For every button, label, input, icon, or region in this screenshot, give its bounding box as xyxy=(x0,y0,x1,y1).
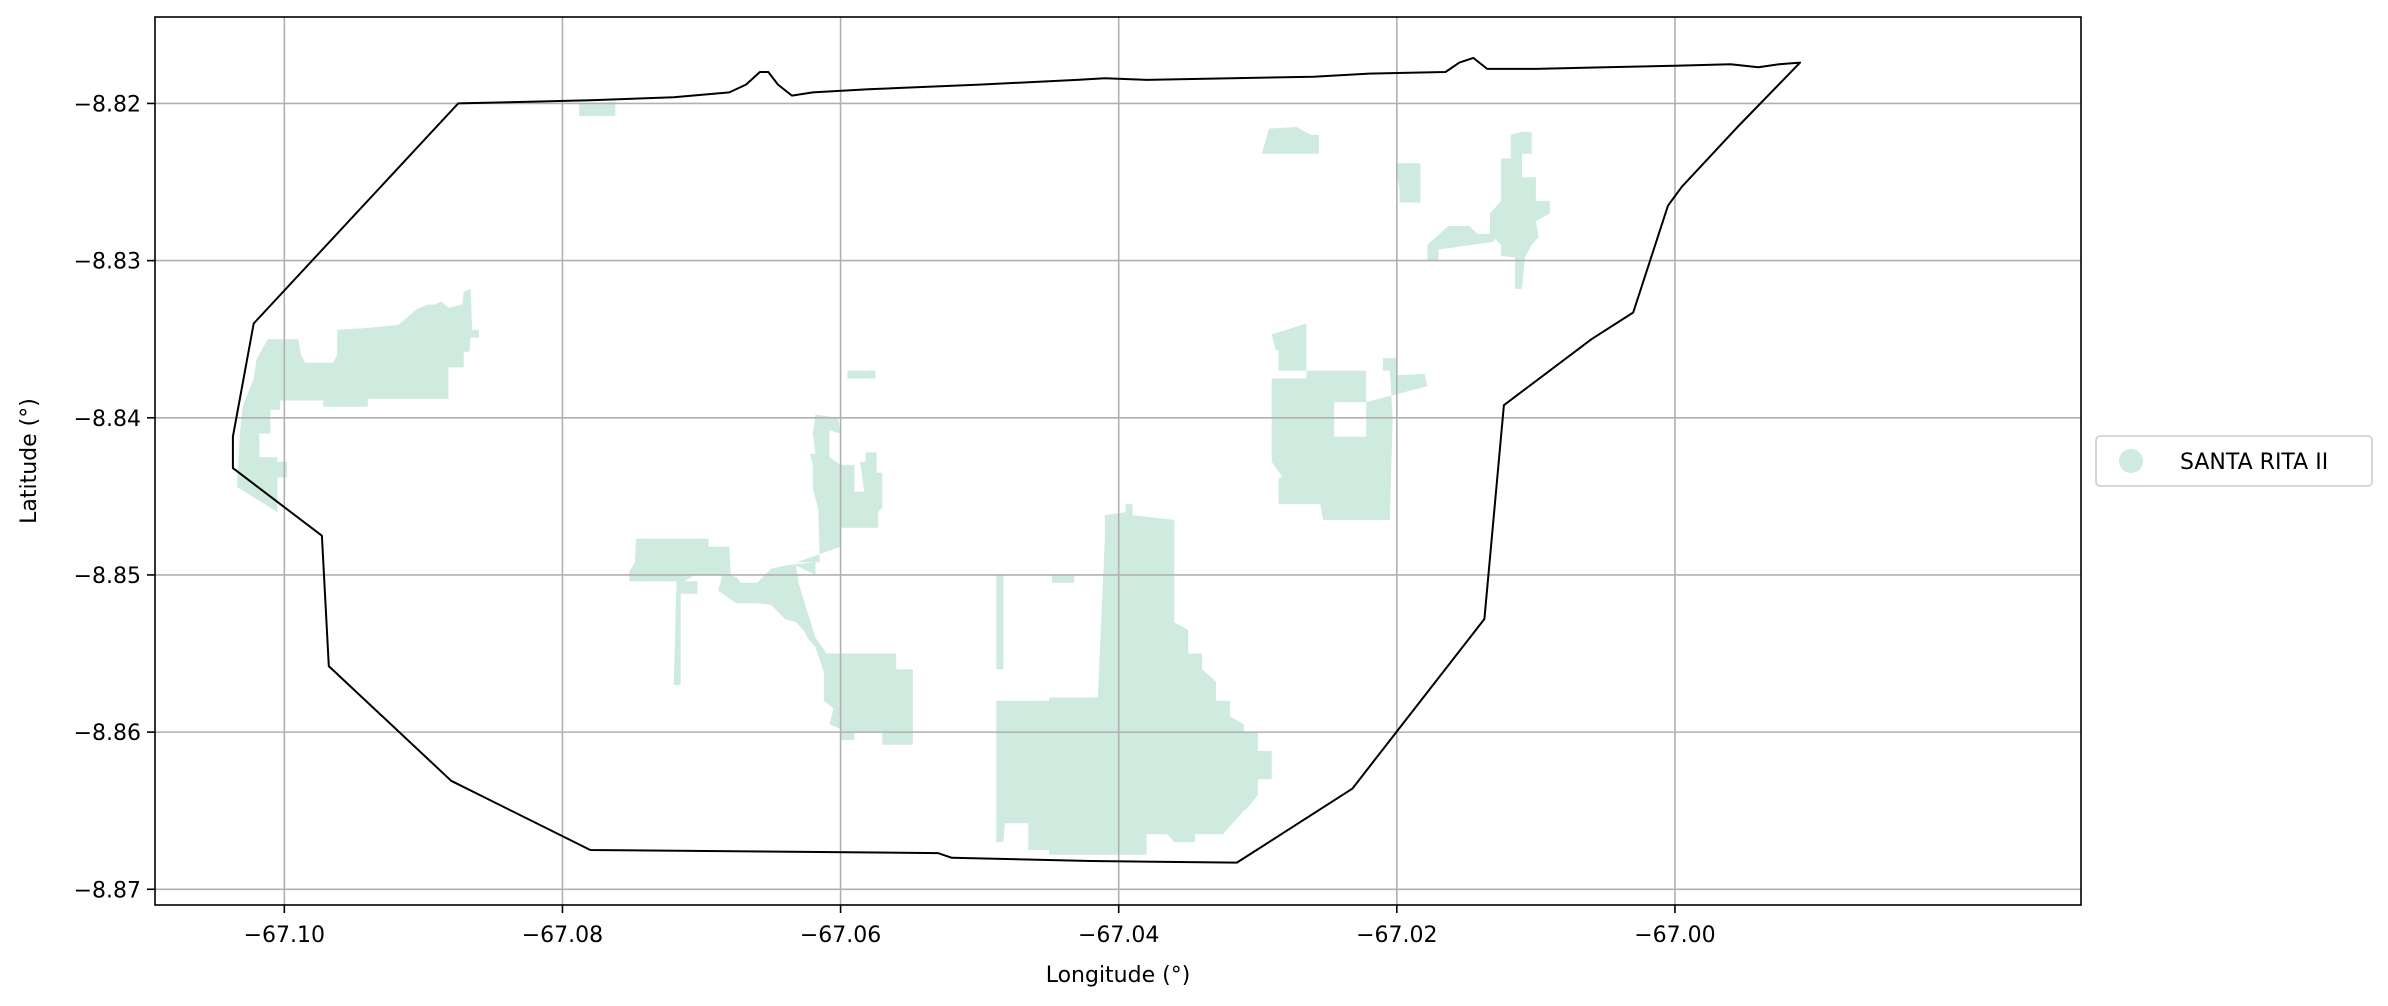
x-tick-label: −67.00 xyxy=(1634,923,1715,948)
y-tick-label: −8.85 xyxy=(74,564,141,589)
y-tick-label: −8.83 xyxy=(74,250,141,275)
parcel-polygon xyxy=(629,538,913,745)
parcel-polygon xyxy=(996,504,1272,855)
legend[interactable]: SANTA RITA II xyxy=(2095,435,2373,487)
y-tick-label: −8.86 xyxy=(74,721,141,746)
parcel-polygon xyxy=(847,370,876,379)
region-boundary xyxy=(231,56,1802,864)
y-axis: −8.82 −8.83 −8.84 −8.85 −8.86 −8.87 xyxy=(74,92,155,903)
legend-label-santa-rita-ii: SANTA RITA II xyxy=(2180,450,2328,475)
y-axis-title: Latitude (°) xyxy=(17,398,42,524)
x-tick-label: −67.10 xyxy=(244,923,325,948)
x-tick-label: −67.06 xyxy=(800,923,881,948)
x-axis-title: Longitude (°) xyxy=(1046,963,1191,988)
legend-box xyxy=(2095,435,2373,487)
boundary-layer xyxy=(231,56,1802,864)
y-tick-label: −8.87 xyxy=(74,878,141,903)
x-tick-label: −67.02 xyxy=(1356,923,1437,948)
parcel-polygon xyxy=(796,414,883,563)
y-tick-label: −8.82 xyxy=(74,92,141,117)
y-tick-label: −8.84 xyxy=(74,407,141,432)
grid-layer xyxy=(155,17,2081,905)
parcel-layer xyxy=(237,101,1550,855)
parcel-polygon xyxy=(996,574,1004,670)
parcel-polygon xyxy=(1051,574,1075,583)
legend-marker-santa-rita-ii xyxy=(2119,449,2143,473)
parcel-polygon xyxy=(579,101,616,116)
x-tick-label: −67.08 xyxy=(522,923,603,948)
parcel-polygon xyxy=(1427,226,1495,261)
parcel-polygon xyxy=(1490,131,1550,289)
parcel-polygon xyxy=(1261,127,1319,154)
x-tick-label: −67.04 xyxy=(1078,923,1159,948)
parcel-polygon xyxy=(1396,163,1421,203)
x-axis: −67.10 −67.08 −67.06 −67.04 −67.02 −67.00 xyxy=(244,905,1716,948)
parcel-polygon xyxy=(1271,323,1428,520)
parcel-polygon xyxy=(237,288,479,513)
